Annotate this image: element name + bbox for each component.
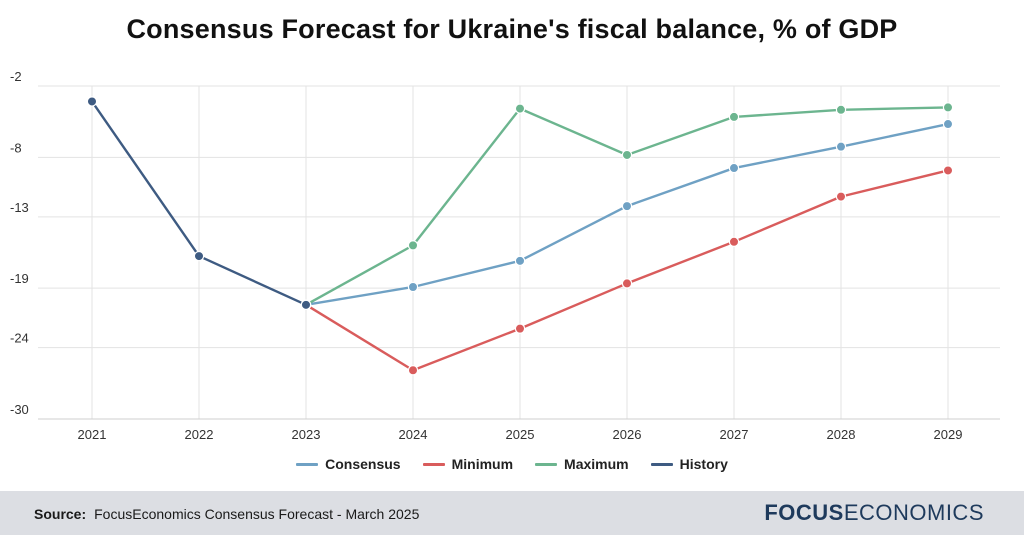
y-tick-label: -24 bbox=[10, 331, 29, 346]
data-point-consensus bbox=[621, 200, 633, 212]
x-tick-label: 2028 bbox=[827, 427, 856, 442]
y-tick-label: -30 bbox=[10, 402, 29, 417]
legend-item-consensus: Consensus bbox=[296, 456, 401, 472]
data-point-minimum bbox=[407, 365, 419, 376]
legend-item-minimum: Minimum bbox=[422, 456, 514, 472]
legend-item-history: History bbox=[650, 456, 728, 472]
source-label: Source: bbox=[34, 506, 87, 522]
y-tick-label: -8 bbox=[10, 140, 22, 155]
data-point-maximum bbox=[942, 102, 954, 113]
data-point-consensus bbox=[728, 162, 740, 174]
data-point-minimum bbox=[835, 191, 847, 202]
legend-swatch bbox=[422, 462, 445, 466]
legend-swatch bbox=[650, 462, 673, 466]
chart-title: Consensus Forecast for Ukraine's fiscal … bbox=[126, 14, 898, 44]
x-tick-label: 2022 bbox=[185, 427, 214, 442]
series-points bbox=[86, 96, 954, 376]
data-point-consensus bbox=[514, 255, 526, 267]
grid bbox=[38, 85, 1000, 420]
data-point-maximum bbox=[514, 103, 526, 114]
legend-label: Minimum bbox=[451, 456, 514, 472]
data-point-maximum bbox=[728, 111, 740, 123]
source-text: FocusEconomics Consensus Forecast - Marc… bbox=[94, 506, 420, 522]
legend-label: Maximum bbox=[564, 456, 629, 472]
axes: -30 -24 -19 -13 -8 -2 2021 2022 2023 2024 2025 2026… bbox=[10, 69, 1000, 442]
y-tick-label: -2 bbox=[10, 69, 22, 84]
source-note: Source: FocusEconomics Consensus Forecast… bbox=[34, 506, 419, 522]
legend-item-maximum: Maximum bbox=[535, 456, 629, 472]
line-chart: -30 -24 -19 -13 -8 -2 2021 2022 2023 2024 2025 2026… bbox=[10, 69, 1000, 442]
x-tick-label: 2021 bbox=[78, 427, 107, 442]
data-point-maximum bbox=[835, 104, 847, 115]
legend-label: History bbox=[679, 456, 728, 472]
data-point-consensus bbox=[942, 118, 954, 130]
legend-label: Consensus bbox=[325, 456, 401, 472]
data-point-minimum bbox=[514, 323, 526, 334]
y-tick-label: -13 bbox=[10, 200, 29, 215]
legend-swatch bbox=[535, 462, 558, 466]
x-tick-label: 2024 bbox=[399, 427, 428, 442]
x-tick-label: 2025 bbox=[506, 427, 535, 442]
footer-bar: Source: FocusEconomics Consensus Forecast… bbox=[0, 491, 1024, 535]
x-tick-label: 2026 bbox=[613, 427, 642, 442]
data-point-maximum bbox=[621, 149, 633, 161]
legend-swatch bbox=[296, 462, 319, 466]
data-point-minimum bbox=[621, 278, 633, 289]
data-point-minimum bbox=[728, 236, 740, 247]
data-point-consensus bbox=[835, 141, 847, 152]
x-tick-label: 2023 bbox=[292, 427, 321, 442]
focuseconomics-logo: FOCUSECONOMICS bbox=[764, 500, 984, 525]
y-tick-label: -19 bbox=[10, 271, 29, 286]
data-point-history bbox=[193, 250, 205, 262]
data-point-history bbox=[86, 96, 98, 107]
data-point-minimum bbox=[942, 165, 954, 176]
legend: Consensus Minimum Maximum History bbox=[0, 456, 1024, 472]
data-point-history bbox=[300, 299, 312, 311]
data-point-maximum bbox=[407, 240, 419, 251]
data-point-consensus bbox=[407, 281, 419, 293]
x-tick-label: 2027 bbox=[720, 427, 749, 442]
x-tick-label: 2029 bbox=[934, 427, 963, 442]
